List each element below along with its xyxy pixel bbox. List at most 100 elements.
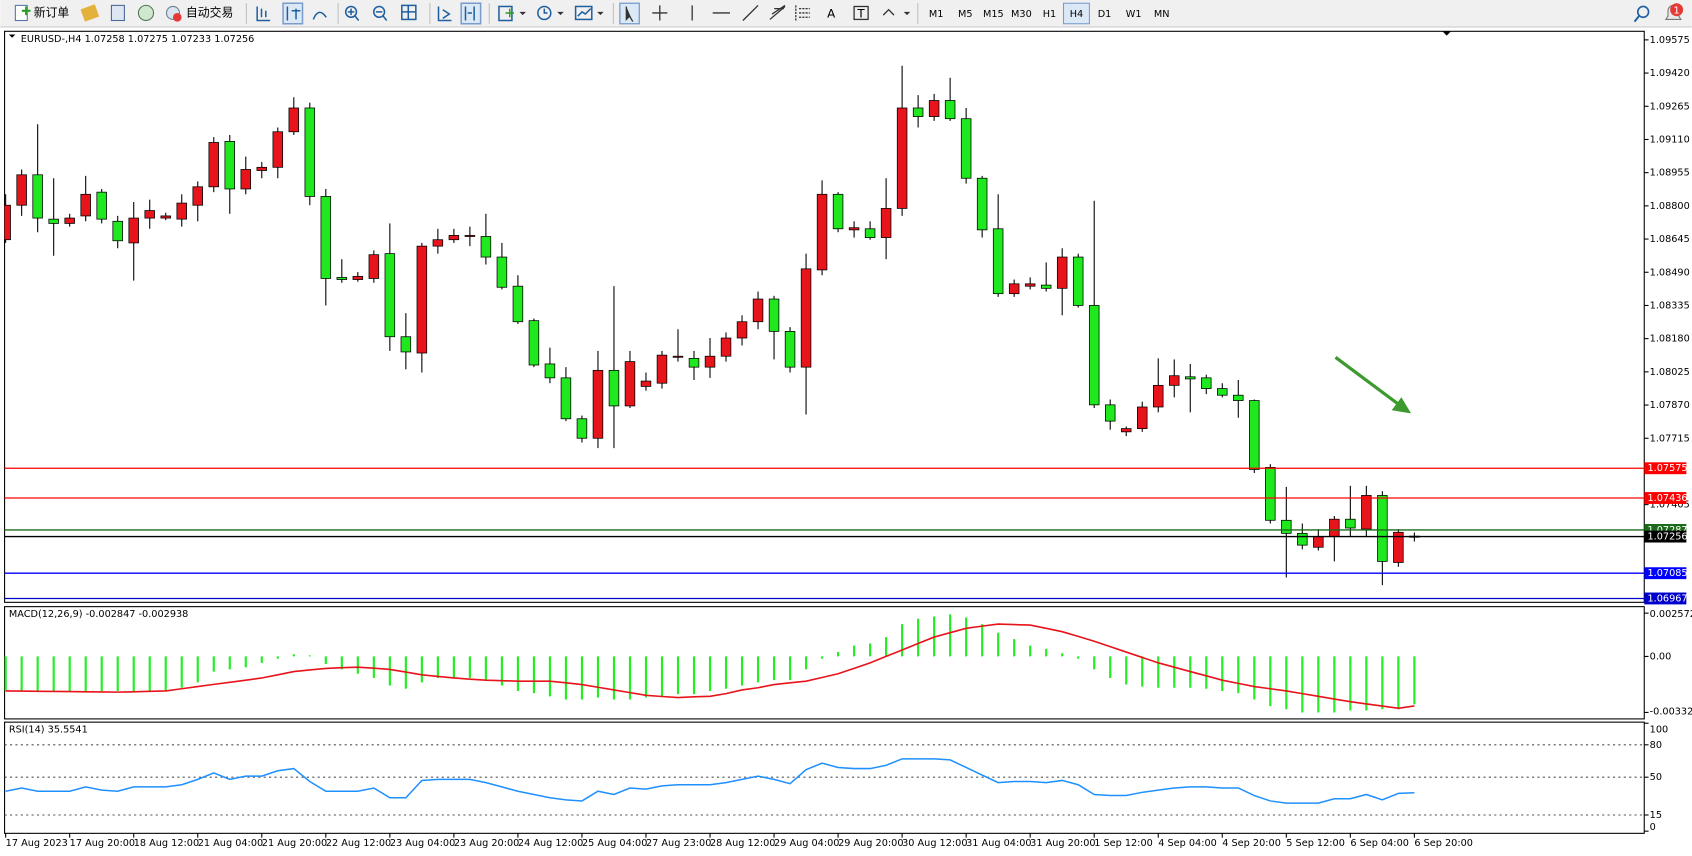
x-tick-label: 6 Sep 04:00 bbox=[1350, 838, 1409, 849]
icon[interactable] bbox=[80, 4, 100, 22]
y-tick-label: 1.08335 bbox=[1650, 300, 1690, 311]
candle-body bbox=[992, 228, 1004, 295]
level-label-bg bbox=[1644, 567, 1687, 580]
x-tick-label: 4 Sep 20:00 bbox=[1222, 838, 1281, 849]
candle-body bbox=[1345, 518, 1356, 529]
timeframe-button[interactable]: D1 bbox=[1098, 9, 1112, 20]
candle-body bbox=[1024, 283, 1036, 287]
candle-body bbox=[800, 268, 812, 368]
y-tick-label: 1.08955 bbox=[1650, 168, 1690, 179]
x-tick-label: 21 Aug 20:00 bbox=[262, 838, 327, 849]
drawing-tools[interactable]: A T bbox=[619, 2, 911, 25]
candle-body bbox=[608, 369, 620, 407]
new-order-button[interactable]: 新订单 bbox=[14, 4, 69, 22]
candle-body bbox=[320, 196, 332, 279]
macd-header: MACD(12,26,9) -0.002847 -0.002938 bbox=[9, 609, 188, 620]
y-tick-label: 50 bbox=[1650, 772, 1662, 783]
candle-body bbox=[1153, 384, 1164, 408]
toolbar: 新订单 自动交易 bbox=[0, 0, 1692, 28]
x-tick-label: 25 Aug 04:00 bbox=[582, 838, 647, 849]
notification-count: 1 bbox=[1674, 5, 1680, 16]
icon[interactable] bbox=[110, 4, 125, 22]
candle-body bbox=[944, 100, 956, 120]
timeframe-button[interactable]: H4 bbox=[1070, 9, 1083, 20]
y-tick-label: 1.07405 bbox=[1650, 500, 1690, 511]
y-tick-label: 1.08490 bbox=[1650, 267, 1690, 278]
candle-body bbox=[1201, 377, 1212, 389]
toolbar-bg bbox=[0, 0, 1692, 27]
candle-body bbox=[352, 275, 364, 280]
candle-body bbox=[624, 361, 636, 407]
y-tick-label: 1.08800 bbox=[1650, 201, 1690, 212]
candle-body bbox=[960, 118, 972, 179]
candle-body bbox=[288, 107, 300, 133]
candle-body bbox=[1104, 404, 1116, 422]
candle-body bbox=[1008, 283, 1020, 295]
x-tick-label: 23 Aug 04:00 bbox=[390, 838, 455, 849]
candle-body bbox=[688, 357, 700, 368]
candle-body bbox=[64, 217, 75, 224]
candle-body bbox=[240, 169, 252, 190]
candle-body bbox=[560, 377, 572, 420]
search-icon[interactable] bbox=[1633, 15, 1640, 23]
tool-icons[interactable] bbox=[256, 2, 604, 25]
timeframe-button[interactable]: W1 bbox=[1126, 9, 1142, 20]
icon[interactable] bbox=[137, 4, 155, 22]
auto-trading-button[interactable]: 自动交易 bbox=[165, 5, 233, 22]
timeframe-button[interactable]: M1 bbox=[929, 9, 944, 20]
candle-body bbox=[448, 235, 460, 241]
trend-arrow bbox=[1334, 355, 1412, 414]
candle-body bbox=[464, 235, 476, 237]
candle-body bbox=[528, 320, 540, 366]
timeframe-button[interactable]: M30 bbox=[1011, 9, 1032, 20]
candle-body bbox=[256, 166, 268, 171]
y-tick-label: 1.09110 bbox=[1650, 134, 1690, 145]
candle-body bbox=[640, 380, 652, 387]
rsi-header: RSI(14) 35.5541 bbox=[9, 725, 88, 736]
timeframe-button[interactable]: M5 bbox=[958, 9, 973, 20]
level-label: 1.07575 bbox=[1647, 463, 1687, 474]
candle-body bbox=[704, 355, 716, 368]
x-tick-label: 22 Aug 12:00 bbox=[326, 838, 391, 849]
timeframe-button[interactable]: MN bbox=[1154, 9, 1170, 20]
macd-pane bbox=[4, 614, 1416, 713]
x-tick-label: 5 Sep 12:00 bbox=[1286, 838, 1345, 849]
timeframe-button[interactable]: H1 bbox=[1043, 9, 1056, 20]
y-tick-label: 1.07870 bbox=[1650, 400, 1690, 411]
search-icon[interactable] bbox=[1636, 5, 1650, 19]
candle-body bbox=[576, 418, 588, 439]
x-tick-label: 29 Aug 04:00 bbox=[774, 838, 839, 849]
y-tick-label: 1.08025 bbox=[1650, 367, 1690, 378]
x-tick-label: 4 Sep 04:00 bbox=[1158, 838, 1217, 849]
candle-body bbox=[1361, 495, 1372, 530]
x-tick-label: 30 Aug 12:00 bbox=[902, 838, 967, 849]
candle-body bbox=[1297, 532, 1308, 546]
candle-body bbox=[544, 363, 556, 379]
y-tick-label: 1.07715 bbox=[1650, 433, 1690, 444]
candle-body bbox=[1265, 467, 1276, 521]
candle-body bbox=[768, 298, 780, 332]
y-tick-label: 0.00 bbox=[1650, 651, 1672, 662]
candle-body bbox=[400, 336, 412, 353]
candle-body bbox=[272, 131, 284, 168]
y-tick-label: 0.002572 bbox=[1650, 609, 1692, 620]
y-tick-label: 80 bbox=[1650, 740, 1662, 751]
y-tick-label: 1.09265 bbox=[1650, 101, 1690, 112]
candle-body bbox=[416, 245, 428, 354]
chart-bg bbox=[0, 28, 1692, 856]
x-tick-label: 6 Sep 20:00 bbox=[1414, 838, 1473, 849]
y-tick-label: 1.09575 bbox=[1650, 35, 1690, 46]
separators bbox=[245, 3, 919, 24]
candle-body bbox=[192, 186, 203, 206]
symbol-marker bbox=[8, 34, 16, 38]
candle-body bbox=[896, 107, 908, 209]
level-label: 1.07085 bbox=[1647, 568, 1687, 579]
timeframes: M1 M5 M15 M30 H1 H4 D1 W1 MN bbox=[929, 9, 1170, 20]
timeframe-button[interactable]: M15 bbox=[983, 9, 1004, 20]
candle-body bbox=[1169, 375, 1180, 386]
candle-body bbox=[384, 253, 396, 338]
candle-body bbox=[1072, 256, 1084, 306]
x-tick-label: 28 Aug 12:00 bbox=[710, 838, 775, 849]
candle-body bbox=[752, 298, 764, 323]
